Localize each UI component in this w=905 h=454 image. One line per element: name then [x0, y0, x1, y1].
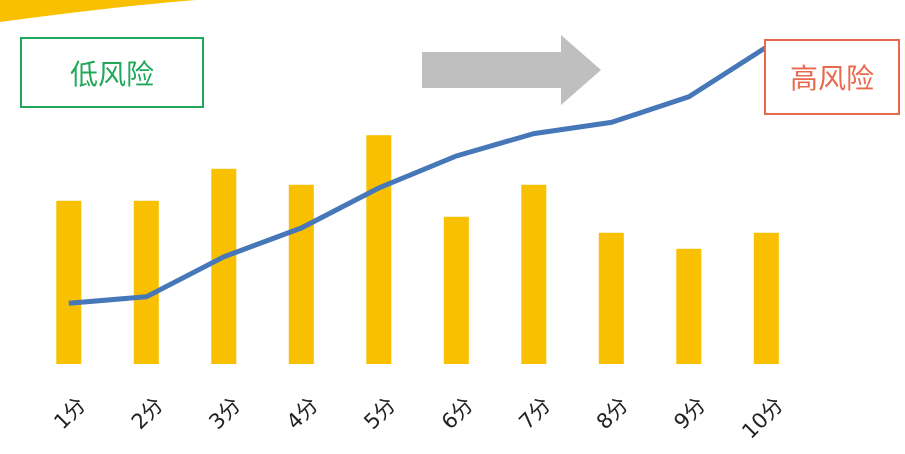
bar-10: [753, 232, 779, 364]
bar-7: [521, 184, 547, 364]
bar-4: [288, 184, 314, 364]
bar-series: [56, 135, 779, 364]
bar-6: [443, 216, 469, 364]
line-series: [68, 45, 768, 306]
x-tick-label: 9分: [669, 393, 710, 434]
bar-8: [598, 232, 624, 364]
x-tick-label: 2分: [127, 393, 168, 434]
x-tick-label: 8分: [592, 393, 633, 434]
x-tick-label: 5分: [359, 393, 400, 434]
bar-2: [133, 200, 159, 364]
direction-arrow-icon: [422, 35, 601, 105]
x-tick-label: 1分: [49, 393, 90, 434]
bar-5: [366, 135, 392, 364]
x-tick-label: 4分: [282, 393, 323, 434]
bar-3: [211, 168, 237, 364]
low-risk-label: 低风险: [20, 37, 204, 108]
top-accent-shape: [0, 0, 196, 22]
high-risk-label: 高风险: [764, 39, 900, 115]
x-axis-labels: 1分 2分 3分 4分 5分 6分 7分 8分 9分 10分: [49, 393, 788, 444]
trend-line: [68, 45, 768, 306]
bar-1: [56, 200, 82, 364]
x-tick-label: 7分: [514, 393, 555, 434]
x-tick-label: 10分: [737, 393, 788, 444]
bar-9: [676, 248, 702, 364]
x-tick-label: 6分: [437, 393, 478, 434]
x-tick-label: 3分: [204, 393, 245, 434]
